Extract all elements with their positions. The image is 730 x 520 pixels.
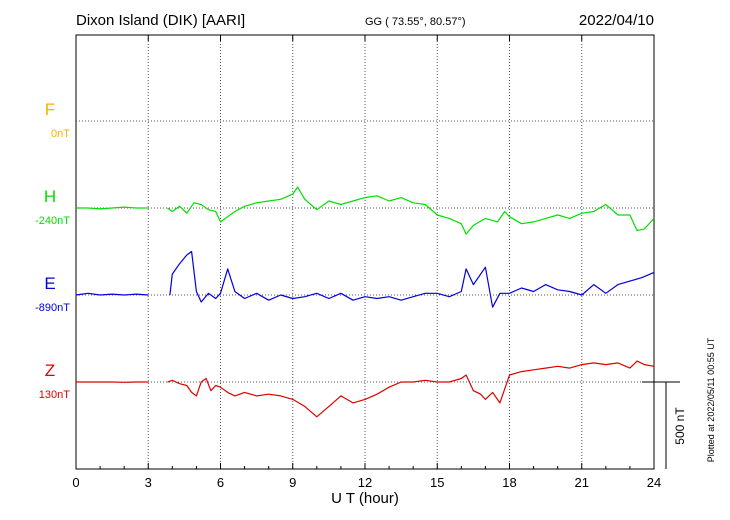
- series-line-e: [75, 292, 149, 296]
- grid-lines: [76, 35, 654, 469]
- series-line-h: [76, 206, 149, 210]
- x-tick-label: 18: [502, 475, 516, 490]
- component-baseline-h: -240nT: [35, 215, 70, 227]
- x-tick-label: 21: [575, 475, 589, 490]
- component-labels: F 0nT H -240nT E -890nT Z 130nT: [35, 100, 70, 401]
- station-title: Dixon Island (DIK) [AARI]: [76, 12, 245, 29]
- x-tick-label: 0: [72, 475, 79, 490]
- component-letter-e: E: [44, 274, 55, 293]
- component-letter-f: F: [45, 100, 55, 119]
- plotted-timestamp: Plotted at 2022/05/11 00:55 UT: [706, 337, 716, 462]
- x-tick-label: 24: [647, 475, 661, 490]
- x-tick-label: 6: [217, 475, 224, 490]
- component-baseline-f: 0nT: [51, 128, 70, 140]
- series-line-h: [167, 186, 655, 235]
- component-baseline-e: -890nT: [35, 302, 70, 314]
- component-baseline-z: 130nT: [39, 389, 70, 401]
- x-axis-ticks: 0 3 6 9 12 15 18 21 24: [72, 35, 661, 490]
- station-coordinates: GG ( 73.55°, 80.57°): [365, 16, 466, 28]
- series-line-z: [167, 360, 655, 418]
- x-axis-label: U T (hour): [331, 490, 399, 507]
- x-tick-label: 3: [145, 475, 152, 490]
- plot-date: 2022/04/10: [579, 12, 654, 29]
- scale-bar: 500 nT: [642, 381, 687, 469]
- scale-bar-label: 500 nT: [673, 407, 687, 445]
- x-tick-label: 9: [289, 475, 296, 490]
- component-letter-h: H: [44, 187, 56, 206]
- x-tick-label: 12: [358, 475, 372, 490]
- series-lines: [75, 186, 655, 418]
- series-line-e: [169, 250, 655, 308]
- x-tick-label: 15: [430, 475, 444, 490]
- component-letter-z: Z: [45, 361, 55, 380]
